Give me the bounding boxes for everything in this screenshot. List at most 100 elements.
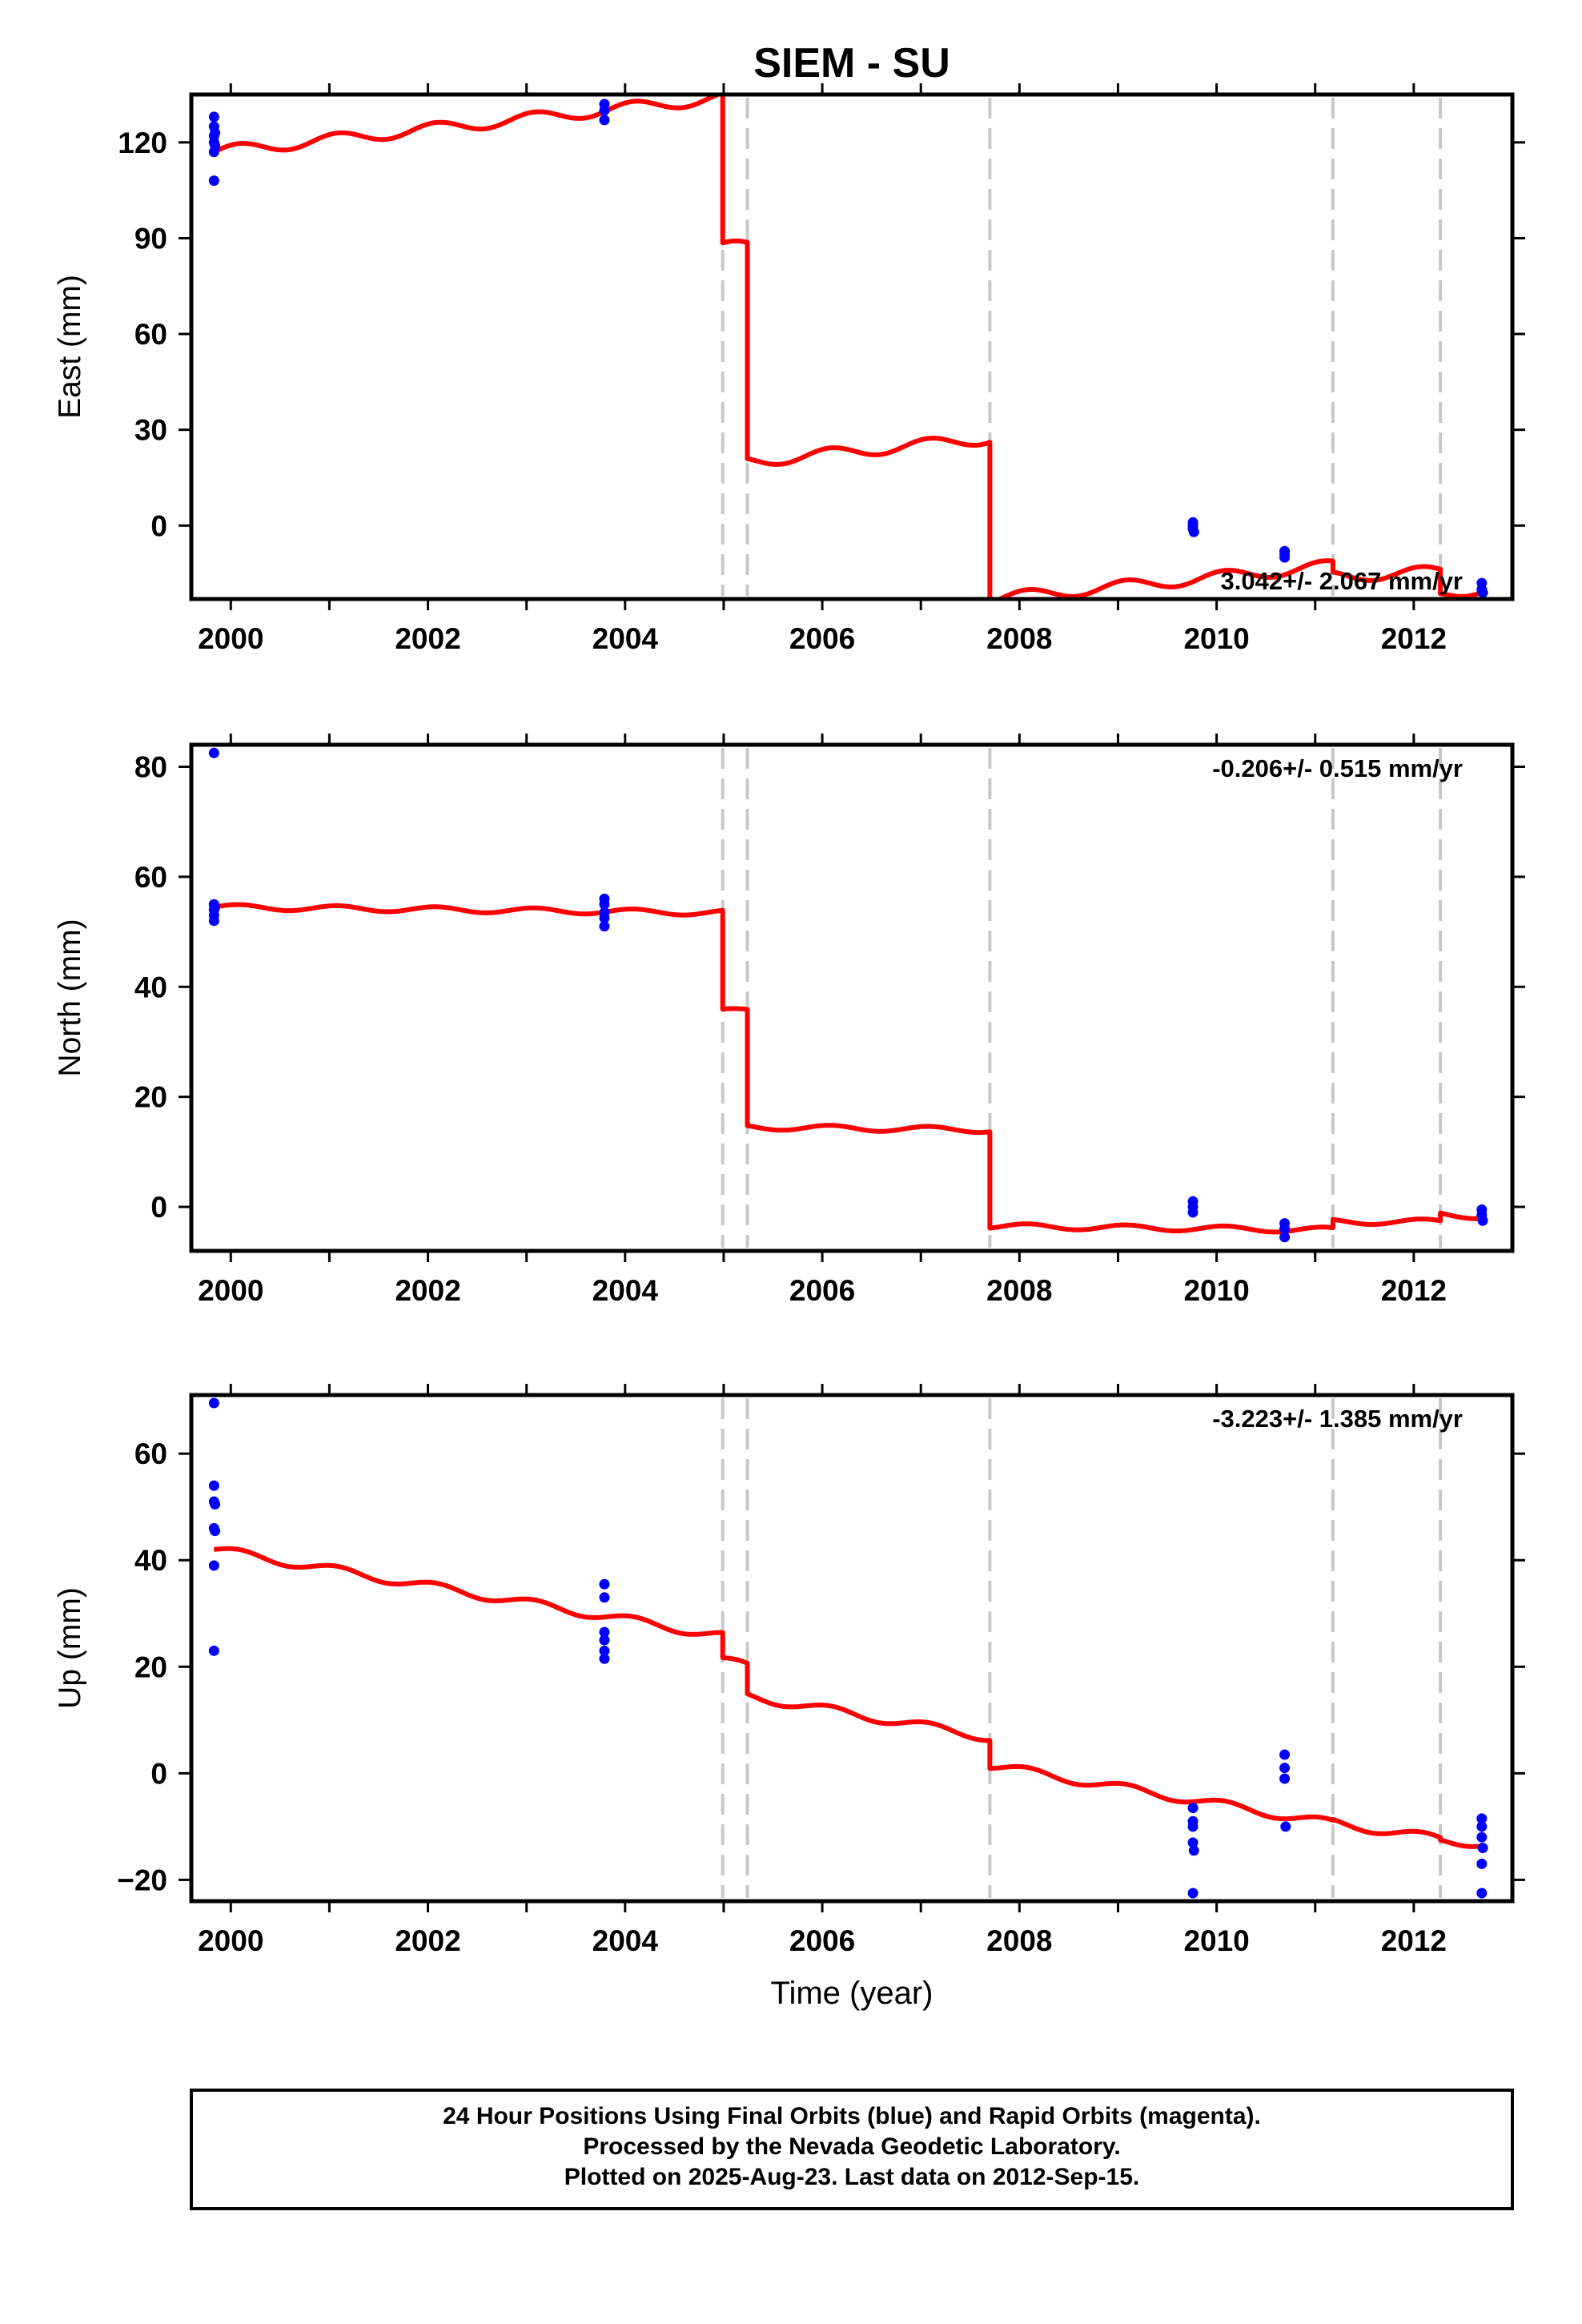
y-tick-label: 40: [135, 971, 167, 1003]
data-point: [210, 1526, 221, 1537]
data-point: [1279, 1749, 1291, 1760]
data-point: [1279, 1232, 1291, 1243]
x-tick-label: 2012: [1381, 622, 1447, 655]
x-tick-label: 2008: [986, 1924, 1052, 1957]
data-point: [1279, 552, 1291, 563]
plot-frame: [189, 742, 1515, 1253]
plot-frame: [189, 1393, 1515, 1904]
panel-3: 2000 2002 2004 2006 2008 2010 2012 −20 0 20 40 60 Up…: [53, 1384, 1525, 1957]
y-axis-label: Up (mm): [53, 1587, 87, 1709]
data-point: [1476, 1888, 1488, 1899]
data-point: [1188, 1845, 1199, 1856]
x-tick-label: 2004: [592, 1924, 659, 1957]
data-point: [1279, 1763, 1291, 1774]
data-point: [1476, 1831, 1488, 1843]
x-tick-label: 2010: [1183, 622, 1249, 655]
data-point: [208, 175, 219, 187]
y-tick-label: −20: [117, 1864, 167, 1896]
x-tick-label: 2012: [1381, 1924, 1447, 1957]
x-tick-label: 2002: [395, 1924, 460, 1957]
data-point: [1279, 1773, 1291, 1784]
footer-line-1: 24 Hour Positions Using Final Orbits (bl…: [443, 2103, 1261, 2129]
data-point: [210, 127, 221, 139]
rate-label: -0.206+/- 0.515 mm/yr: [1212, 754, 1463, 782]
x-tick-label: 2000: [198, 622, 263, 655]
y-axis-label: North (mm): [53, 919, 87, 1076]
x-tick-label: 2008: [986, 622, 1052, 655]
data-point: [599, 1578, 610, 1590]
x-tick-label: 2002: [395, 622, 460, 655]
data-point: [208, 1397, 219, 1409]
y-tick-label: 0: [151, 1757, 167, 1790]
data-point: [599, 105, 610, 116]
data-point: [208, 915, 219, 927]
data-point: [210, 1498, 221, 1510]
data-point: [210, 140, 221, 151]
plot-frame: [189, 92, 1515, 601]
rate-label: -3.223+/- 1.385 mm/yr: [1212, 1405, 1463, 1433]
data-point: [599, 1645, 610, 1656]
data-point: [599, 899, 610, 910]
x-tick-label: 2006: [789, 622, 855, 655]
rate-label: 3.042+/- 2.067 mm/yr: [1221, 567, 1463, 595]
data-point: [210, 902, 221, 913]
y-axis-label: East (mm): [53, 275, 87, 419]
x-tick-label: 2010: [1183, 1274, 1249, 1307]
data-point: [1187, 1837, 1199, 1848]
data-point: [1187, 1821, 1199, 1832]
x-tick-label: 2000: [198, 1274, 263, 1307]
x-tick-label: 2004: [592, 1274, 659, 1307]
panel-1: 2000 2002 2004 2006 2008 2010 2012 0 30 60 90 120 Ea…: [53, 83, 1525, 655]
data-point: [599, 1634, 610, 1646]
y-tick-label: 0: [151, 509, 167, 542]
y-tick-label: 120: [118, 127, 167, 159]
data-point: [599, 921, 610, 932]
data-point: [208, 1480, 219, 1491]
data-point: [599, 1626, 610, 1638]
data-point: [1477, 1215, 1488, 1226]
data-point: [1477, 1842, 1488, 1853]
y-tick-label: 30: [135, 414, 167, 447]
data-point: [1187, 1888, 1199, 1899]
data-point: [599, 912, 610, 923]
y-tick-label: 0: [151, 1191, 167, 1224]
data-point: [599, 1592, 610, 1603]
y-tick-label: 60: [135, 861, 167, 894]
x-tick-label: 2010: [1183, 1924, 1249, 1957]
data-point: [1279, 1224, 1291, 1235]
data-point: [208, 1560, 219, 1571]
data-point: [599, 1653, 610, 1664]
data-point: [599, 115, 610, 126]
y-tick-label: 90: [135, 222, 167, 255]
y-tick-label: 60: [135, 1437, 167, 1470]
footer-line-3: Plotted on 2025-Aug-23. Last data on 201…: [564, 2164, 1140, 2190]
model-line: [213, 902, 1486, 1235]
panel-2: 2000 2002 2004 2006 2008 2010 2012 0 20 40 60 80 Nor…: [53, 734, 1525, 1307]
x-tick-label: 2012: [1381, 1274, 1447, 1307]
data-point: [1476, 1858, 1488, 1869]
x-axis-label: Time (year): [771, 1976, 934, 2011]
model-line: [213, 1546, 1486, 1849]
y-tick-label: 40: [135, 1544, 167, 1577]
data-point: [208, 747, 219, 758]
x-tick-label: 2002: [395, 1274, 460, 1307]
y-tick-label: 60: [135, 318, 167, 351]
x-tick-label: 2006: [789, 1274, 855, 1307]
data-point: [1476, 1813, 1488, 1824]
data-point: [1187, 1207, 1199, 1218]
data-point: [208, 1645, 219, 1656]
x-tick-label: 2008: [986, 1274, 1052, 1307]
data-point: [1280, 1821, 1291, 1832]
data-point: [1187, 1803, 1199, 1814]
x-tick-label: 2004: [592, 622, 659, 655]
x-tick-label: 2006: [789, 1924, 855, 1957]
y-tick-label: 20: [135, 1651, 167, 1683]
chart-title: SIEM - SU: [753, 40, 950, 86]
y-tick-label: 20: [135, 1081, 167, 1114]
y-tick-label: 80: [135, 750, 167, 783]
x-tick-label: 2000: [198, 1924, 263, 1957]
data-point: [208, 111, 219, 123]
data-point: [1188, 526, 1199, 537]
footer-line-2: Processed by the Nevada Geodetic Laborat…: [583, 2133, 1121, 2160]
